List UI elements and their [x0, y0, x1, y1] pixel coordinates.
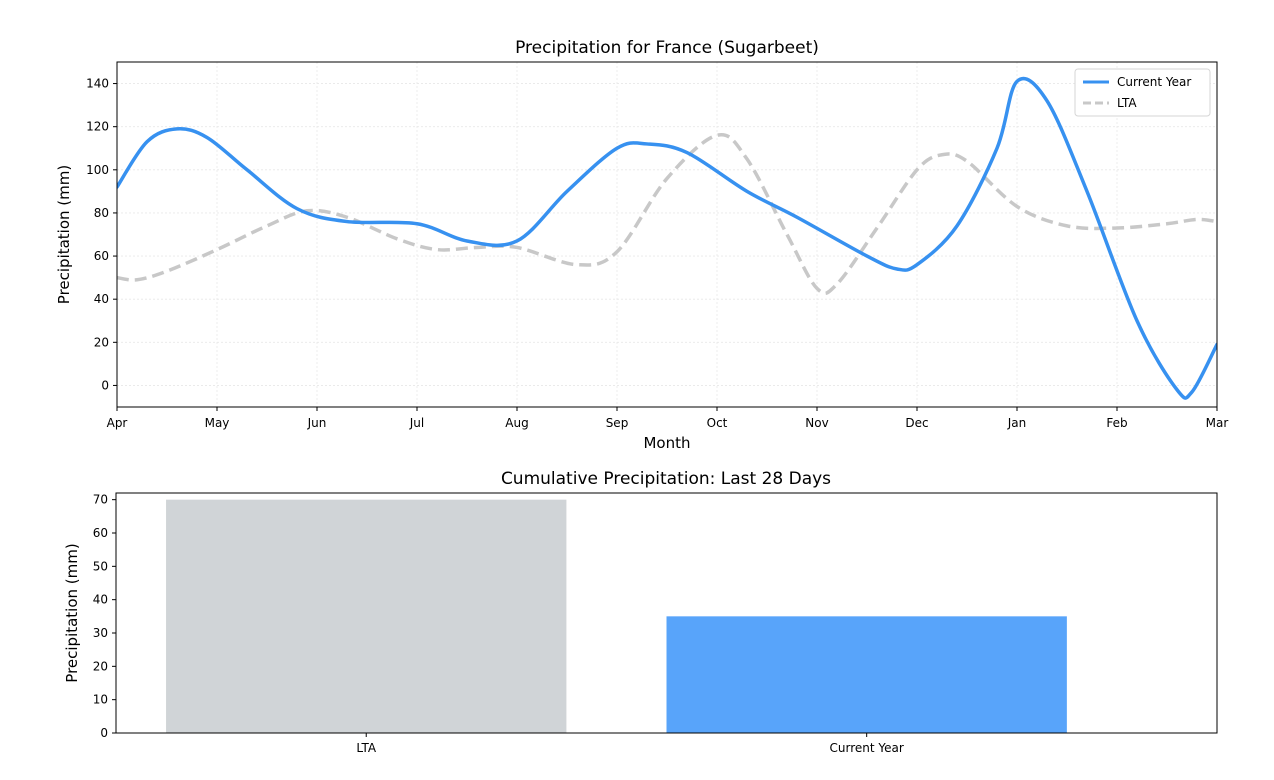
cumulative-bar-chart: LTA Current Year 0 10 20 30 40 50 60 70 Cumulati… [63, 469, 1218, 755]
bar-chart-x-ticks: LTA Current Year [356, 733, 904, 755]
x-tick-label: Feb [1106, 416, 1127, 430]
x-tick-label: Oct [707, 416, 728, 430]
x-tick-label: Nov [805, 416, 828, 430]
x-tick-label: Current Year [830, 741, 904, 755]
x-tick-label: Jan [1007, 416, 1027, 430]
y-tick-label: 50 [93, 559, 108, 573]
x-tick-label: Mar [1206, 416, 1229, 430]
bar-current-year [666, 616, 1067, 733]
x-tick-label: Sep [606, 416, 629, 430]
x-tick-label: Jun [307, 416, 327, 430]
line-chart-grid [116, 62, 1218, 407]
line-chart-y-axis-label: Precipitation (mm) [55, 165, 73, 304]
line-chart-series [117, 76, 1217, 400]
y-tick-label: 0 [101, 378, 109, 392]
y-tick-label: 30 [93, 626, 108, 640]
y-tick-label: 40 [93, 593, 108, 607]
y-tick-label: 20 [93, 659, 108, 673]
y-tick-label: 0 [100, 726, 108, 740]
y-tick-label: 40 [94, 292, 109, 306]
legend-lta-label: LTA [1117, 96, 1137, 110]
bar-chart-frame [115, 492, 1218, 734]
y-tick-label: 80 [94, 206, 109, 220]
bar-chart-y-axis-label: Precipitation (mm) [63, 543, 81, 682]
series-line-lta [117, 132, 1217, 296]
y-tick-label: 70 [93, 493, 108, 507]
y-tick-label: 100 [86, 163, 109, 177]
x-tick-label: May [205, 416, 230, 430]
y-tick-label: 120 [86, 120, 109, 134]
line-chart-title: Precipitation for France (Sugarbeet) [515, 38, 819, 58]
bar-chart-title: Cumulative Precipitation: Last 28 Days [501, 469, 831, 489]
bar-chart-y-ticks: 0 10 20 30 40 50 60 70 [93, 493, 116, 740]
x-tick-label: Dec [905, 416, 928, 430]
y-tick-label: 60 [94, 249, 109, 263]
x-tick-label: Aug [505, 416, 528, 430]
y-tick-label: 20 [94, 335, 109, 349]
precipitation-line-chart: Apr May Jun Jul Aug Sep Oct Nov Dec Jan Feb Mar 0 20… [55, 38, 1228, 452]
line-chart-y-ticks: 0 20 40 60 80 100 120 140 [86, 77, 117, 392]
y-tick-label: 140 [86, 77, 109, 91]
line-chart-x-ticks: Apr May Jun Jul Aug Sep Oct Nov Dec Jan Feb Mar [107, 407, 1229, 430]
x-tick-label: Apr [107, 416, 128, 430]
series-line-current-year [117, 76, 1217, 400]
bar-lta [166, 499, 567, 733]
line-chart-frame [116, 61, 1218, 408]
bar-chart-bars [166, 499, 1067, 733]
y-tick-label: 60 [93, 526, 108, 540]
x-tick-label: LTA [356, 741, 376, 755]
line-chart-legend: Current Year LTA [1074, 68, 1211, 117]
line-chart-x-axis-label: Month [643, 434, 690, 452]
legend-current-year-label: Current Year [1117, 75, 1191, 89]
x-tick-label: Jul [409, 416, 424, 430]
y-tick-label: 10 [93, 693, 108, 707]
